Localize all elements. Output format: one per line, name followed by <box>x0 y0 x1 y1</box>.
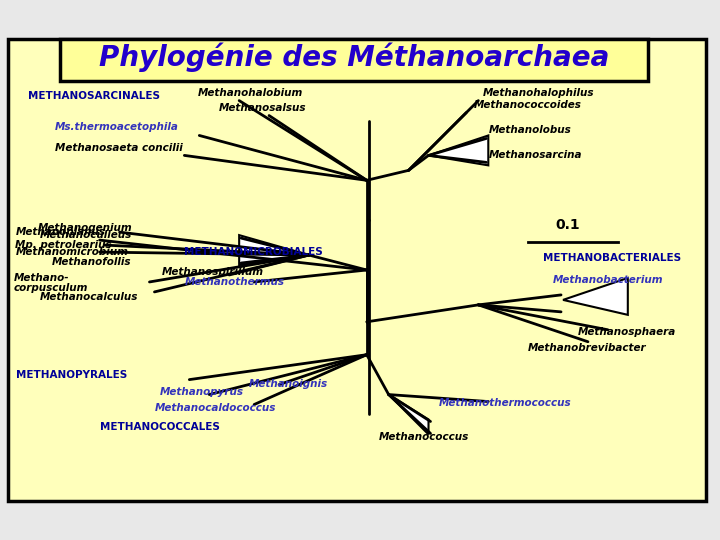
Text: METHANOMICROBIALES: METHANOMICROBIALES <box>184 247 323 257</box>
Text: Methanogenium: Methanogenium <box>38 223 132 233</box>
Text: Methanosarcina: Methanosarcina <box>488 151 582 160</box>
Text: Phylogénie des Méthanoarchaea: Phylogénie des Méthanoarchaea <box>99 43 609 72</box>
FancyBboxPatch shape <box>8 39 706 501</box>
Text: Methanocalculus: Methanocalculus <box>40 292 138 302</box>
Text: Methanococcoides: Methanococcoides <box>473 99 581 110</box>
Text: Methanococcus: Methanococcus <box>379 433 469 442</box>
Text: Methanofollis: Methanofollis <box>52 257 131 267</box>
Text: Methanomicrobium: Methanomicrobium <box>16 247 129 257</box>
Text: Methanoculleus: Methanoculleus <box>40 230 132 240</box>
Text: METHANOCOCCALES: METHANOCOCCALES <box>99 422 220 433</box>
Polygon shape <box>239 235 309 265</box>
Text: 0.1: 0.1 <box>556 218 580 232</box>
Text: METHANOPYRALES: METHANOPYRALES <box>16 370 127 380</box>
Text: Methanospirillum: Methanospirillum <box>161 267 264 277</box>
Text: Methanothermococcus: Methanothermococcus <box>438 397 571 408</box>
Text: Methanoplanus: Methanoplanus <box>16 227 106 237</box>
Polygon shape <box>428 136 488 165</box>
Polygon shape <box>389 395 428 434</box>
Text: Methanocaldococcus: Methanocaldococcus <box>155 402 276 413</box>
Text: Methanolobus: Methanolobus <box>488 125 571 136</box>
Polygon shape <box>563 278 628 315</box>
Text: Methanosalsus: Methanosalsus <box>219 103 307 112</box>
FancyBboxPatch shape <box>60 39 648 80</box>
Text: Methanosaeta concilii: Methanosaeta concilii <box>55 144 183 153</box>
Text: METHANOSARCINALES: METHANOSARCINALES <box>28 91 160 100</box>
Text: METHANOBACTERIALES: METHANOBACTERIALES <box>543 253 681 263</box>
Text: Methanothermus: Methanothermus <box>184 277 284 287</box>
Text: Methanobacterium: Methanobacterium <box>553 275 664 285</box>
Text: Methanopyrus: Methanopyrus <box>159 387 243 396</box>
Text: Ms.thermoacetophila: Ms.thermoacetophila <box>55 123 179 132</box>
Text: Methanobrevibacter: Methanobrevibacter <box>528 343 647 353</box>
Text: Mp. petrolearius: Mp. petrolearius <box>15 240 112 250</box>
Text: Methanosphaera: Methanosphaera <box>578 327 676 337</box>
Text: Methanoignis: Methanoignis <box>249 379 328 389</box>
Text: Methano-: Methano- <box>14 273 69 283</box>
Text: corpusculum: corpusculum <box>14 283 89 293</box>
Text: Methanohalophilus: Methanohalophilus <box>482 87 594 98</box>
Text: Methanohalobium: Methanohalobium <box>197 87 302 98</box>
